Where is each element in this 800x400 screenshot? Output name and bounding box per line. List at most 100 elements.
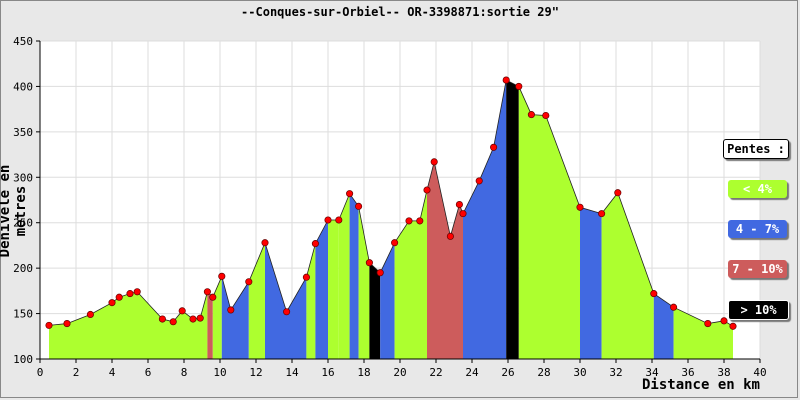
elevation-point — [63, 320, 71, 328]
elevation-point — [203, 288, 211, 296]
slope-segment — [518, 86, 580, 359]
x-tick-label: 2 — [73, 366, 80, 379]
x-tick-label: 32 — [609, 366, 622, 379]
x-tick-label: 4 — [109, 366, 116, 379]
slope-segment — [673, 307, 733, 359]
slope-segment — [380, 242, 395, 359]
slope-segment — [248, 242, 265, 359]
elevation-point — [196, 314, 204, 322]
x-tick-label: 38 — [717, 366, 730, 379]
elevation-point — [302, 273, 310, 281]
elevation-point — [391, 239, 399, 247]
slope-segment — [358, 206, 370, 359]
x-tick-label: 26 — [501, 366, 514, 379]
elevation-point — [446, 232, 454, 240]
elevation-point — [729, 322, 737, 330]
chart-title: --Conques-sur-Orbiel-- OR-3398871:sortie… — [241, 5, 559, 19]
x-tick-label: 12 — [249, 366, 262, 379]
elevation-point — [169, 318, 177, 326]
x-axis-label: Distance en km — [641, 377, 760, 393]
elevation-point — [650, 290, 658, 298]
x-tick-label: 18 — [357, 366, 370, 379]
x-tick-label: 24 — [465, 366, 479, 379]
x-tick-label: 30 — [573, 366, 586, 379]
y-tick-label: 150 — [13, 308, 33, 321]
x-tick-label: 28 — [537, 366, 550, 379]
y-tick-label: 400 — [13, 80, 33, 93]
slope-segment — [349, 193, 359, 359]
elevation-point — [490, 143, 498, 151]
x-tick-label: 20 — [393, 366, 406, 379]
slope-segment — [601, 192, 654, 359]
y-tick-label: 300 — [13, 171, 33, 184]
legend-title: Pentes : — [723, 139, 789, 159]
elevation-point — [346, 190, 354, 198]
elevation-point — [423, 186, 431, 194]
slope-segment — [580, 207, 602, 359]
elevation-point — [542, 111, 550, 120]
slope-segment — [338, 193, 350, 359]
elevation-point — [335, 216, 343, 224]
y-axis-label: Dénivelé en metres — [0, 164, 29, 258]
elevation-point — [527, 111, 535, 119]
elevation-point — [455, 200, 463, 209]
slope-segment — [328, 219, 339, 359]
y-tick-label: 350 — [13, 126, 33, 139]
elevation-point — [365, 259, 373, 267]
legend-item-7-10: 7 - 10% — [728, 260, 787, 278]
x-tick-label: 0 — [37, 366, 44, 379]
elevation-point — [376, 269, 384, 277]
y-tick-label: 450 — [13, 35, 33, 48]
elevation-point — [311, 240, 319, 248]
slope-segment — [427, 161, 463, 359]
elevation-point — [720, 317, 728, 325]
elevation-point — [598, 210, 606, 218]
elevation-point — [416, 217, 424, 225]
slope-segment — [306, 243, 316, 359]
x-tick-label: 6 — [145, 366, 152, 379]
elevation-point — [355, 202, 363, 210]
slope-segment — [394, 220, 409, 359]
y-tick-label: 200 — [13, 262, 33, 275]
slope-segment — [265, 242, 307, 359]
legend-item-lt4: < 4% — [728, 180, 787, 198]
elevation-point — [218, 272, 226, 280]
elevation-point — [502, 76, 510, 84]
elevation-point — [576, 203, 584, 211]
x-tick-label: 8 — [181, 366, 188, 379]
elevation-point — [133, 288, 141, 296]
elevation-point — [405, 217, 413, 225]
elevation-point — [189, 315, 197, 323]
legend-item-4-7: 4 - 7% — [728, 220, 787, 238]
elevation-point — [209, 293, 217, 301]
elevation-point — [126, 290, 134, 298]
y-tick-label: 250 — [13, 217, 33, 230]
elevation-point — [261, 239, 269, 247]
elevation-point — [227, 306, 235, 314]
legend-item-gt10: > 10% — [728, 300, 789, 320]
elevation-point — [178, 307, 186, 315]
elevation-point — [245, 278, 253, 286]
elevation-point — [324, 216, 332, 224]
elevation-point — [670, 303, 678, 311]
slope-segment — [653, 293, 674, 359]
elevation-point — [45, 321, 53, 329]
elevation-point — [158, 315, 166, 323]
slope-segment — [207, 291, 213, 359]
x-tick-label: 14 — [285, 366, 299, 379]
slope-segment — [409, 190, 427, 359]
x-tick-label: 40 — [753, 366, 766, 379]
x-tick-label: 36 — [681, 366, 694, 379]
elevation-point — [283, 308, 291, 316]
slope-segment — [315, 219, 328, 359]
slope-segment — [369, 262, 381, 359]
slope-segment — [49, 291, 208, 359]
elevation-point — [475, 177, 483, 185]
x-tick-label: 10 — [213, 366, 226, 379]
elevation-point — [108, 299, 116, 307]
elevation-point — [704, 320, 712, 328]
elevation-point — [430, 158, 438, 166]
elevation-point — [115, 293, 123, 301]
x-tick-label: 34 — [645, 366, 659, 379]
slope-segment — [506, 80, 519, 359]
